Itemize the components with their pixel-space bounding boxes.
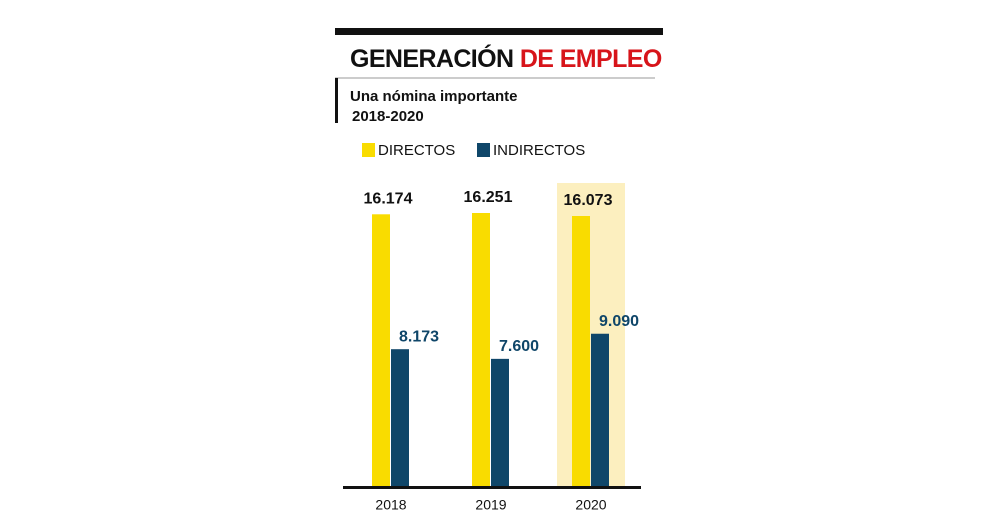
- bar: [391, 349, 409, 487]
- value-label: 16.073: [564, 192, 613, 209]
- legend-swatch: [477, 143, 490, 157]
- title-main: GENERACIÓN: [350, 43, 513, 73]
- value-label: 8.173: [399, 328, 439, 345]
- x-tick-label: 2018: [375, 497, 406, 513]
- bar: [472, 213, 490, 487]
- bar: [572, 216, 590, 488]
- x-tick-label: 2020: [575, 497, 606, 513]
- bar: [591, 333, 609, 487]
- legend-label: DIRECTOS: [378, 142, 455, 159]
- legend-swatch: [362, 143, 375, 157]
- subtitle-bar: [335, 78, 338, 123]
- subtitle: 2018-2020: [352, 108, 424, 125]
- plot: DIRECTOS INDIRECTOS 16.174 8.173 2018 16.251 7…: [343, 142, 641, 513]
- title-highlight: DE EMPLEO: [520, 45, 662, 73]
- value-label: 7.600: [499, 338, 539, 355]
- value-label: 16.174: [364, 191, 413, 208]
- chart-title: GENERACIÓN DE EMPLEO: [350, 43, 662, 73]
- value-label: 16.251: [464, 189, 513, 206]
- subtitle: Una nómina importante: [350, 88, 518, 105]
- bar: [372, 214, 390, 487]
- baseline: [343, 486, 641, 489]
- legend-label: INDIRECTOS: [493, 142, 585, 159]
- bar: [491, 358, 509, 487]
- top-rule: [335, 28, 663, 35]
- x-tick-label: 2019: [475, 497, 506, 513]
- value-label: 9.090: [599, 313, 639, 330]
